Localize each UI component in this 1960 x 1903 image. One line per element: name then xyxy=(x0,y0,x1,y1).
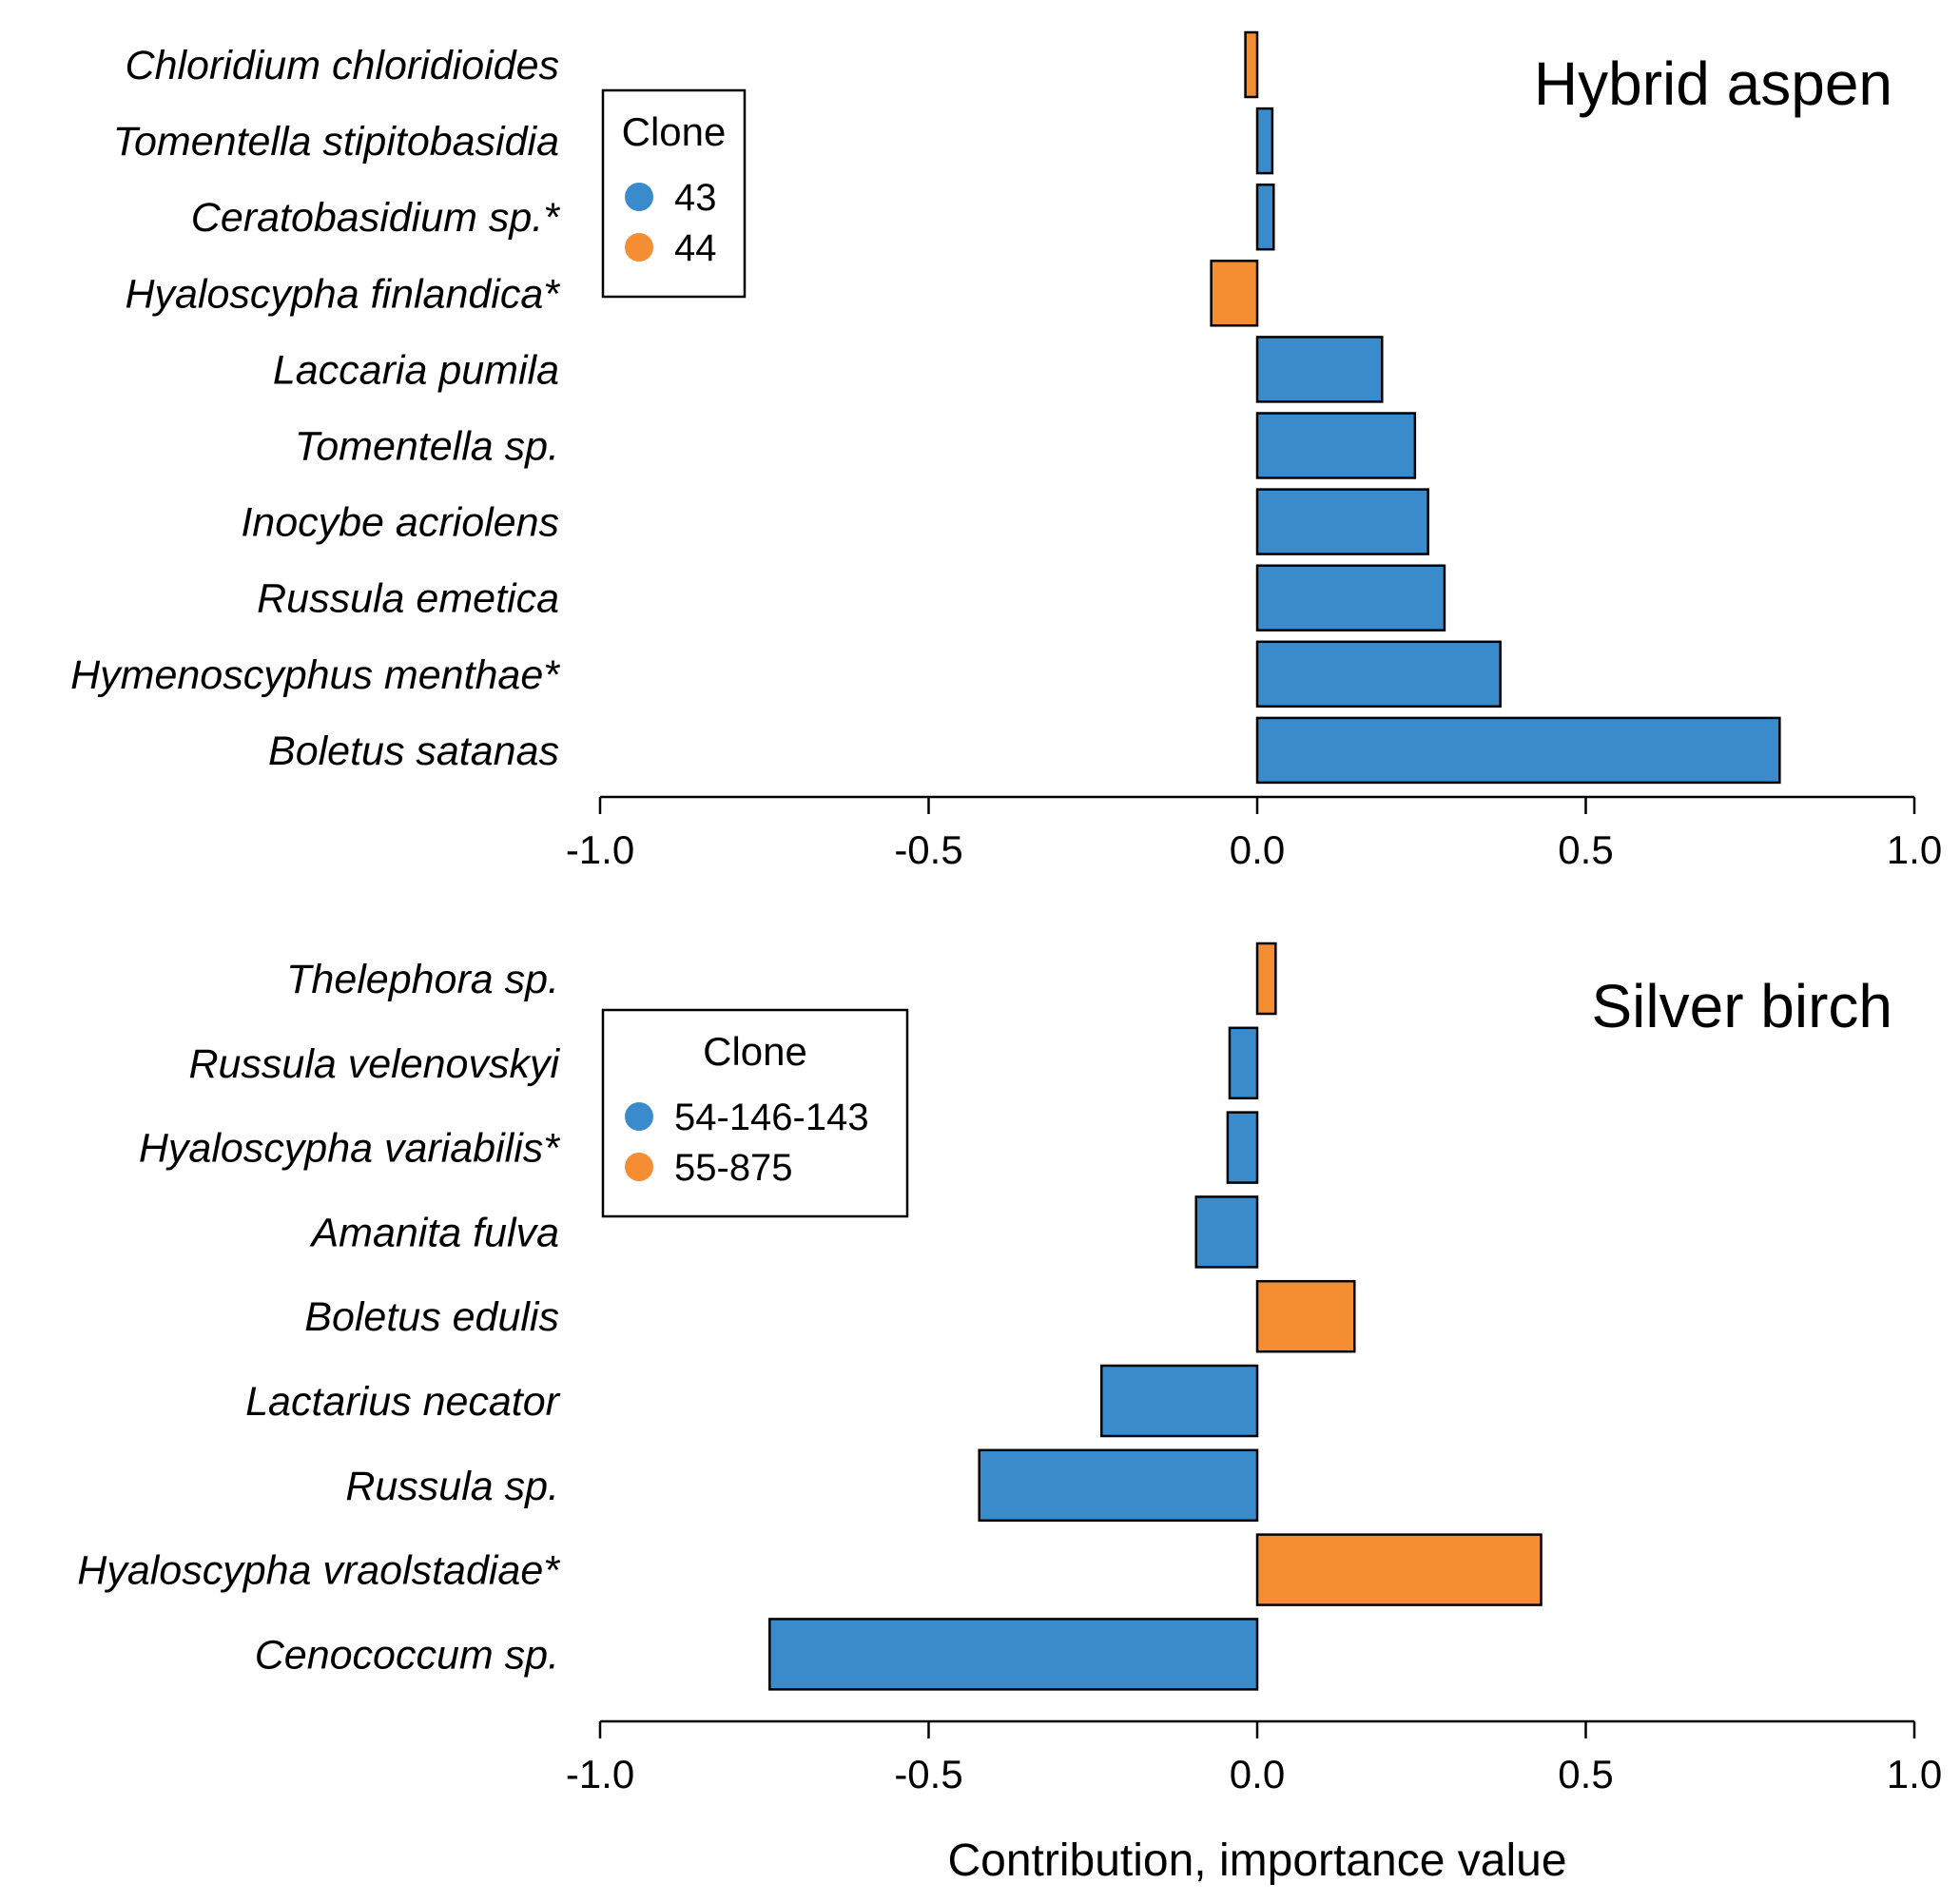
category-label: Ceratobasidium sp.* xyxy=(191,195,560,241)
legend-label: 55-875 xyxy=(674,1147,793,1189)
category-label: Amanita fulva xyxy=(308,1210,559,1255)
x-tick-label: 1.0 xyxy=(1887,1752,1942,1796)
category-label: Hyaloscypha finlandica* xyxy=(125,271,560,317)
x-tick-label: 0.5 xyxy=(1558,827,1613,872)
category-label: Hymenoscyphus menthae* xyxy=(70,652,560,698)
category-label: Laccaria pumila xyxy=(273,347,559,393)
legend-swatch xyxy=(625,183,653,211)
x-tick-label: 0.5 xyxy=(1558,1752,1613,1796)
bar xyxy=(1255,336,1384,403)
bar xyxy=(1255,1279,1356,1353)
bar xyxy=(1228,1026,1259,1100)
legend: Clone 54-146-143 55-875 xyxy=(601,1008,909,1218)
bar xyxy=(1255,942,1277,1016)
x-tick-label: 1.0 xyxy=(1887,827,1942,872)
bar xyxy=(1255,564,1446,631)
category-label: Chloridium chloridioides xyxy=(126,43,559,88)
category-label: Hyaloscypha variabilis* xyxy=(139,1126,560,1172)
legend-label: 44 xyxy=(674,227,717,269)
legend-label: 54-146-143 xyxy=(674,1097,869,1138)
panel-hybrid-aspen: Chloridium chloridioides Tomentella stipi… xyxy=(70,30,1942,872)
category-label: Thelephora sp. xyxy=(286,957,559,1002)
legend: Clone 43 44 xyxy=(601,88,747,299)
legend-swatch xyxy=(625,1153,653,1181)
x-tick-label: -0.5 xyxy=(894,1752,962,1796)
bar xyxy=(1099,1364,1259,1438)
bar xyxy=(1255,716,1781,785)
chart-title: Silver birch xyxy=(1591,972,1892,1040)
bar xyxy=(768,1618,1259,1691)
bar xyxy=(1210,260,1259,327)
category-label: Inocybe acriolens xyxy=(241,500,559,546)
bar xyxy=(978,1448,1259,1523)
bar xyxy=(1255,640,1502,709)
legend-swatch xyxy=(625,233,653,262)
bar xyxy=(1255,488,1429,555)
x-tick-label: -1.0 xyxy=(566,827,634,872)
category-label: Tomentella stipitobasidia xyxy=(113,119,559,165)
x-tick-label: 0.0 xyxy=(1230,827,1285,872)
bar xyxy=(1255,183,1275,251)
bar xyxy=(1255,1533,1543,1606)
bar xyxy=(1226,1111,1259,1184)
category-label: Lactarius necator xyxy=(245,1379,561,1425)
category-label: Boletus edulis xyxy=(304,1294,559,1340)
panel-silver-birch: Thelephora sp. Russula velenovskyi Hyalosc… xyxy=(77,942,1942,1886)
bar xyxy=(1255,107,1274,175)
category-label: Russula sp. xyxy=(345,1464,559,1509)
chart-title: Hybrid aspen xyxy=(1534,49,1892,118)
category-label: Cenococcum sp. xyxy=(255,1632,559,1678)
legend-title: Clone xyxy=(703,1029,807,1074)
legend-title: Clone xyxy=(622,109,727,154)
bar xyxy=(1255,412,1417,479)
bar xyxy=(1194,1195,1259,1269)
legend-swatch xyxy=(625,1102,653,1131)
x-tick-label: -0.5 xyxy=(894,827,962,872)
category-label: Russula velenovskyi xyxy=(188,1041,560,1087)
category-label: Hyaloscypha vraolstadiae* xyxy=(77,1548,560,1594)
category-label: Russula emetica xyxy=(257,576,559,622)
x-tick-label: 0.0 xyxy=(1230,1752,1285,1796)
category-label: Tomentella sp. xyxy=(295,424,559,470)
bar xyxy=(1244,30,1259,99)
x-tick-label: -1.0 xyxy=(566,1752,634,1796)
category-label: Boletus satanas xyxy=(268,728,559,774)
legend-label: 43 xyxy=(674,177,717,219)
x-axis-label: Contribution, importance value xyxy=(947,1835,1566,1886)
legend-box xyxy=(601,1008,909,1218)
